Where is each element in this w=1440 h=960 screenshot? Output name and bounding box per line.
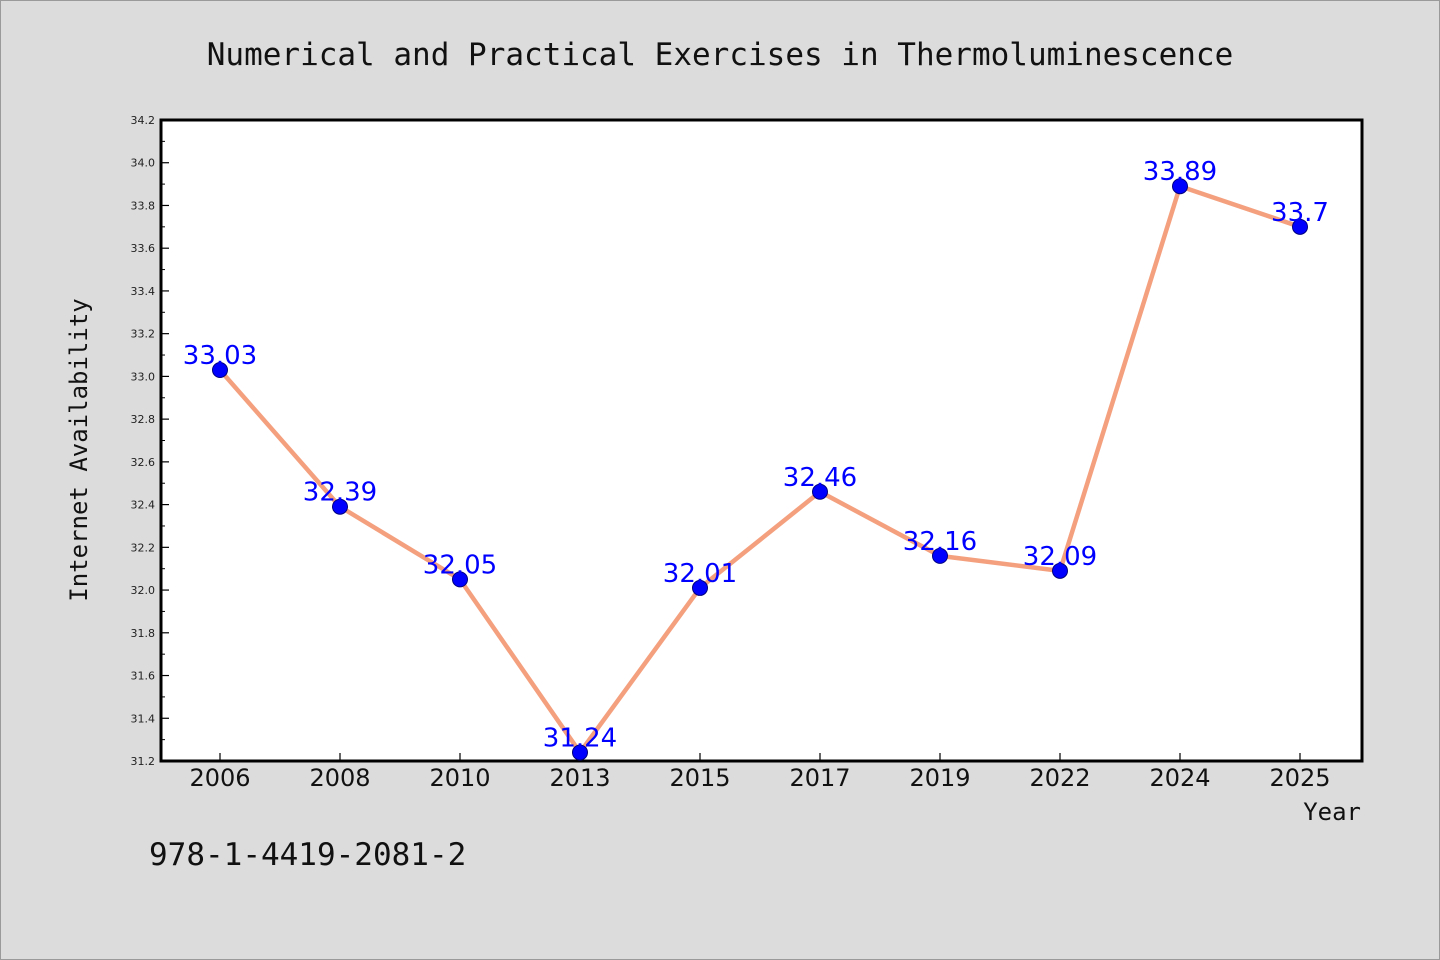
series-line-group: [212, 178, 1308, 761]
plot-area: [159, 118, 1364, 763]
y-tick-label: 33.4: [131, 285, 156, 298]
data-label: 32.09: [1023, 542, 1097, 572]
y-tick-label: 32.8: [131, 413, 156, 426]
data-point: [1172, 178, 1188, 195]
data-point: [212, 361, 228, 378]
y-tick-label: 31.6: [131, 670, 156, 683]
data-label: 33.03: [183, 341, 257, 371]
data-point: [932, 547, 948, 564]
data-label: 31.24: [543, 723, 617, 753]
x-tick-label: 2010: [429, 764, 490, 792]
data-label: 32.01: [663, 559, 737, 589]
y-tick-label: 33.2: [131, 328, 156, 341]
chart-title: Numerical and Practical Exercises in The…: [207, 37, 1234, 73]
x-axis: 2006 2008 2010 2013 2015 2017 2019 2022 2024 2025: [189, 753, 1331, 792]
data-label: 32.05: [423, 550, 497, 580]
x-axis-label: Year: [1303, 798, 1361, 826]
x-tick-label: 2017: [789, 764, 850, 792]
data-point: [1052, 562, 1068, 579]
y-tick-label: 32.6: [131, 456, 156, 469]
x-tick-label: 2008: [309, 764, 370, 792]
y-axis: 31.2 31.4 31.6 31.8 32.0 32.2 32.4 32.6 32.8 33.0…: [131, 114, 169, 768]
y-tick-label: 33.8: [131, 199, 156, 212]
y-tick-label: 33.0: [131, 370, 156, 383]
x-tick-label: 2006: [189, 764, 250, 792]
data-point: [332, 498, 348, 515]
data-label: 33.89: [1143, 157, 1217, 187]
x-tick-label: 2019: [909, 764, 970, 792]
y-tick-label: 31.8: [131, 627, 156, 640]
data-label: 32.39: [303, 478, 377, 508]
data-label: 32.46: [783, 463, 857, 493]
y-axis-label: Internet Availability: [65, 298, 93, 601]
y-tick-label: 34.0: [131, 157, 156, 170]
data-point: [572, 744, 588, 761]
y-tick-label: 32.0: [131, 584, 156, 597]
x-tick-label: 2025: [1269, 764, 1330, 792]
y-tick-label: 32.4: [131, 499, 156, 512]
y-tick-label: 31.2: [131, 755, 156, 768]
data-label: 32.16: [903, 527, 977, 557]
x-tick-label: 2015: [669, 764, 730, 792]
data-point: [812, 483, 828, 500]
y-tick-label: 32.2: [131, 541, 156, 554]
x-tick-label: 2013: [549, 764, 610, 792]
isbn-annotation: 978-1-4419-2081-2: [149, 837, 466, 873]
data-labels-group: 33.03 32.39 32.05 31.24 32.01 32.46 32.16 32.09…: [183, 157, 1329, 753]
data-point: [452, 571, 468, 588]
data-label: 33.7: [1271, 198, 1329, 228]
y-tick-label: 33.6: [131, 242, 156, 255]
data-point: [1292, 218, 1308, 235]
y-tick-label: 31.4: [131, 712, 156, 725]
data-point: [692, 579, 708, 596]
x-tick-label: 2022: [1029, 764, 1090, 792]
x-tick-label: 2024: [1149, 764, 1210, 792]
series-line: [217, 183, 1303, 755]
y-tick-label: 34.2: [131, 114, 156, 127]
